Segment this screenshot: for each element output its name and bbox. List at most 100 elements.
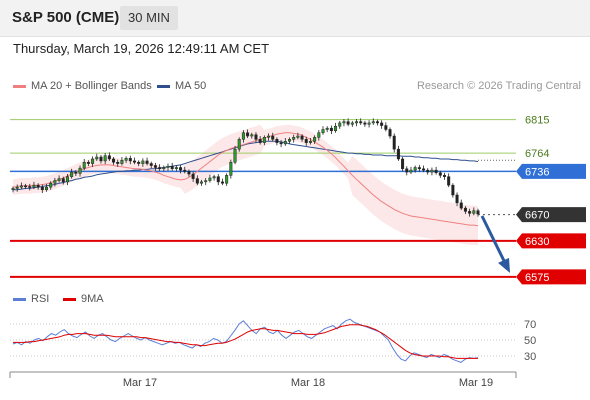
candle bbox=[128, 155, 132, 165]
candle-body bbox=[455, 194, 459, 204]
candle-body bbox=[355, 121, 359, 124]
candle bbox=[438, 170, 442, 178]
candle-body bbox=[267, 135, 271, 138]
candle bbox=[158, 164, 162, 171]
candle bbox=[183, 166, 187, 174]
candle-body bbox=[346, 121, 350, 125]
candle-body bbox=[200, 181, 204, 184]
candle-body bbox=[112, 158, 116, 163]
candle-body bbox=[422, 168, 426, 171]
candle bbox=[82, 158, 86, 171]
candle bbox=[359, 118, 363, 125]
candle-body bbox=[241, 132, 245, 140]
credit-text: Research © 2026 Trading Central bbox=[416, 80, 581, 92]
candle bbox=[246, 129, 250, 138]
candle-body bbox=[359, 121, 363, 124]
candle-body bbox=[19, 185, 23, 188]
candle-body bbox=[32, 184, 36, 188]
candle-body bbox=[271, 135, 275, 140]
candle bbox=[166, 163, 170, 171]
legend-9ma-label: 9MA bbox=[81, 293, 104, 305]
level-label-6630: 6630 bbox=[525, 236, 549, 248]
candle bbox=[434, 166, 438, 175]
candle bbox=[132, 157, 136, 165]
candle bbox=[78, 165, 82, 177]
candle-body bbox=[262, 137, 266, 143]
candle-body bbox=[442, 175, 446, 177]
candle bbox=[179, 164, 183, 174]
candle bbox=[275, 137, 279, 146]
candle-body bbox=[45, 186, 49, 191]
candle bbox=[258, 136, 262, 145]
legend-9ma: 9MA bbox=[63, 293, 104, 305]
candle-body bbox=[128, 158, 132, 162]
candle bbox=[174, 165, 178, 172]
candle bbox=[19, 182, 23, 190]
candle bbox=[304, 136, 308, 146]
candle-body bbox=[463, 207, 467, 212]
candle bbox=[442, 172, 446, 180]
rsi-9ma-line bbox=[13, 324, 478, 359]
level-label-6736: 6736 bbox=[525, 166, 549, 178]
candle-body bbox=[124, 158, 128, 161]
candle bbox=[472, 207, 476, 216]
candle bbox=[220, 178, 224, 186]
candle bbox=[28, 183, 32, 191]
candle-body bbox=[15, 186, 19, 189]
interval-button[interactable]: 30 MIN bbox=[120, 6, 178, 30]
candle-body bbox=[233, 148, 237, 163]
rsi-line bbox=[12, 318, 479, 363]
candle bbox=[426, 168, 430, 175]
candle bbox=[53, 177, 57, 187]
candle bbox=[308, 138, 312, 145]
candle bbox=[317, 130, 321, 141]
time-tick-label: Mar 19 bbox=[459, 377, 493, 389]
candle bbox=[447, 173, 451, 188]
candle-body bbox=[417, 167, 421, 170]
candle-body bbox=[246, 132, 250, 137]
candle bbox=[229, 159, 233, 179]
candle-body bbox=[137, 161, 141, 164]
candle bbox=[363, 120, 367, 127]
candle-body bbox=[149, 163, 153, 166]
candle-body bbox=[153, 165, 157, 168]
candle bbox=[417, 164, 421, 173]
legend-rsi-label: RSI bbox=[31, 293, 50, 305]
legend-ma50: MA 50 bbox=[157, 80, 206, 92]
candle bbox=[112, 157, 116, 165]
candle-body bbox=[317, 132, 321, 138]
time-tick-label: Mar 18 bbox=[291, 377, 325, 389]
candle-body bbox=[28, 186, 32, 188]
bollinger-band bbox=[13, 124, 478, 246]
candle-body bbox=[74, 171, 78, 174]
candle-body bbox=[40, 186, 44, 191]
candle bbox=[430, 167, 434, 176]
candle-body bbox=[275, 139, 279, 143]
candle-body bbox=[141, 160, 145, 164]
candle bbox=[204, 177, 208, 186]
candle bbox=[422, 165, 426, 173]
candle bbox=[300, 134, 304, 142]
candle-body bbox=[409, 169, 413, 173]
candle-body bbox=[183, 169, 187, 172]
candle bbox=[476, 208, 480, 217]
candle-body bbox=[86, 161, 90, 164]
candle-body bbox=[342, 121, 346, 124]
candle bbox=[200, 179, 204, 186]
legend-ma20-swatch bbox=[13, 84, 26, 88]
candle-body bbox=[78, 167, 82, 174]
candle bbox=[57, 175, 61, 183]
candle bbox=[74, 170, 78, 176]
candle bbox=[170, 162, 174, 171]
candle-body bbox=[451, 184, 455, 196]
candle bbox=[262, 135, 266, 146]
candle bbox=[149, 161, 153, 169]
candle-body bbox=[57, 178, 61, 181]
candle-body bbox=[279, 142, 283, 145]
candle bbox=[40, 184, 44, 194]
candle-body bbox=[388, 129, 392, 137]
candle-body bbox=[313, 137, 317, 142]
candle-body bbox=[371, 121, 375, 124]
candle-body bbox=[405, 168, 409, 173]
candle-body bbox=[250, 134, 254, 137]
